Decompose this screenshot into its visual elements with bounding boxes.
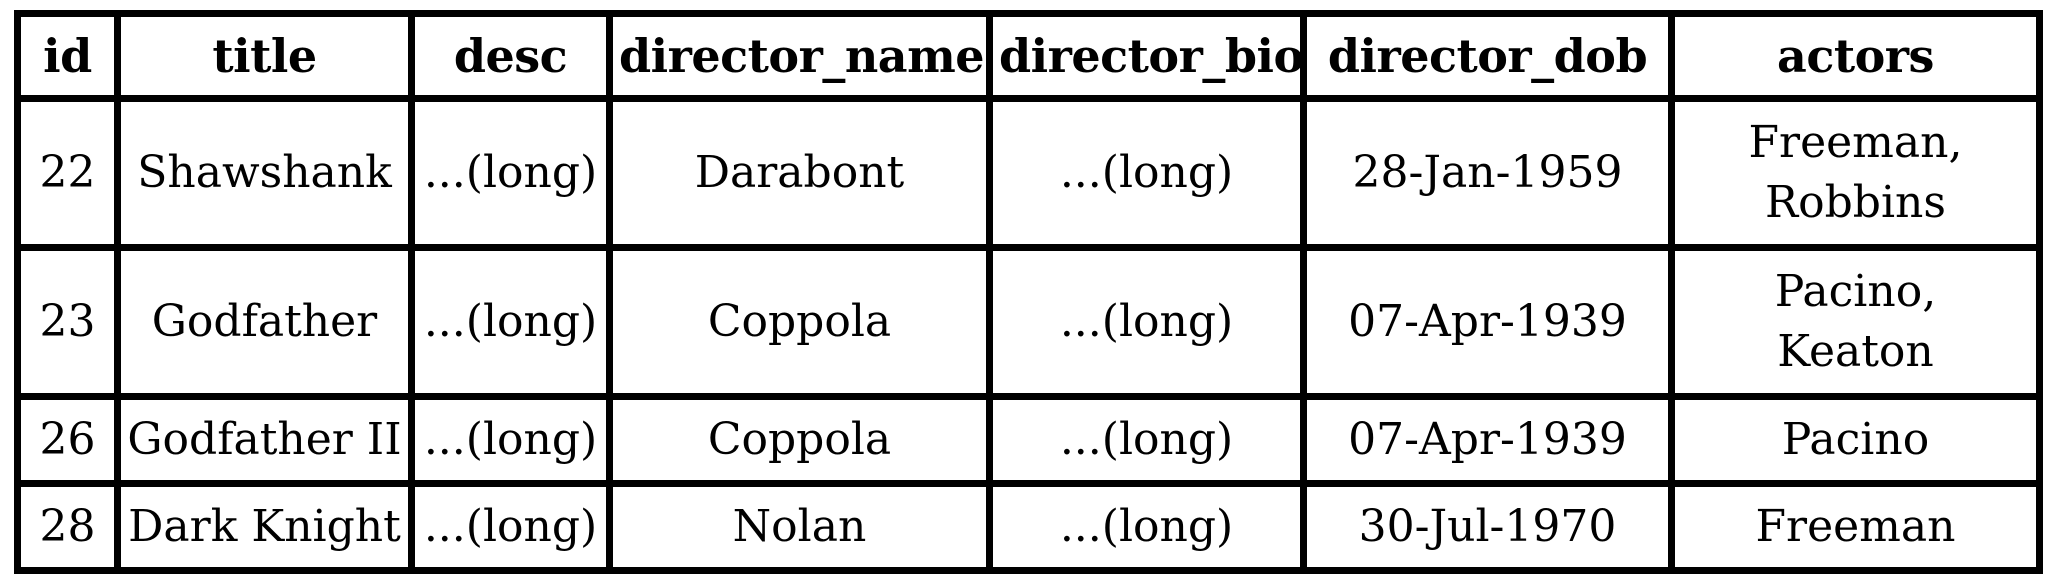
cell-id: 22 [14,95,121,251]
cell-director-dob: 28-Jan-1959 [1300,95,1675,251]
column-header-actors: actors [1668,10,2043,102]
cell-actors: Freeman [1668,480,2043,574]
cell-director-name: Coppola [606,393,993,487]
cell-director-bio: ...(long) [986,480,1307,574]
table-header: id title desc director_name director_bio… [14,10,2043,102]
cell-director-name: Coppola [606,244,993,400]
cell-director-bio: ...(long) [986,95,1307,251]
actor-line: Pacino [1781,414,1930,465]
cell-director-name: Nolan [606,480,993,574]
cell-actors: Pacino [1668,393,2043,487]
cell-title: Shawshank [114,95,415,251]
column-header-director-dob: director_dob [1300,10,1675,102]
cell-director-dob: 30-Jul-1970 [1300,480,1675,574]
table-row: 23 Godfather ...(long) Coppola ...(long)… [14,244,2043,400]
column-header-id: id [14,10,121,102]
column-header-title: title [114,10,415,102]
cell-desc: ...(long) [408,244,613,400]
cell-id: 23 [14,244,121,400]
column-header-director-name: director_name [606,10,993,102]
cell-id: 28 [14,480,121,574]
table-row: 26 Godfather II ...(long) Coppola ...(lo… [14,393,2043,487]
cell-title: Godfather [114,244,415,400]
column-header-desc: desc [408,10,613,102]
actor-line: Keaton [1777,326,1934,377]
cell-actors: Pacino, Keaton [1668,244,2043,400]
actor-line: Freeman [1755,501,1956,552]
cell-director-bio: ...(long) [986,244,1307,400]
header-row: id title desc director_name director_bio… [14,10,2043,102]
actor-line: Pacino, [1774,266,1937,317]
actor-line: Robbins [1765,177,1946,228]
cell-title: Godfather II [114,393,415,487]
cell-desc: ...(long) [408,95,613,251]
column-header-director-bio: director_bio [986,10,1307,102]
table-body: 22 Shawshank ...(long) Darabont ...(long… [14,95,2043,574]
cell-id: 26 [14,393,121,487]
cell-actors: Freeman, Robbins [1668,95,2043,251]
movies-table: id title desc director_name director_bio… [14,10,2043,574]
cell-director-name: Darabont [606,95,993,251]
table-row: 22 Shawshank ...(long) Darabont ...(long… [14,95,2043,251]
actor-line: Freeman, [1748,117,1963,168]
cell-desc: ...(long) [408,393,613,487]
cell-director-dob: 07-Apr-1939 [1300,393,1675,487]
cell-director-dob: 07-Apr-1939 [1300,244,1675,400]
cell-desc: ...(long) [408,480,613,574]
cell-director-bio: ...(long) [986,393,1307,487]
table-row: 28 Dark Knight ...(long) Nolan ...(long)… [14,480,2043,574]
cell-title: Dark Knight [114,480,415,574]
